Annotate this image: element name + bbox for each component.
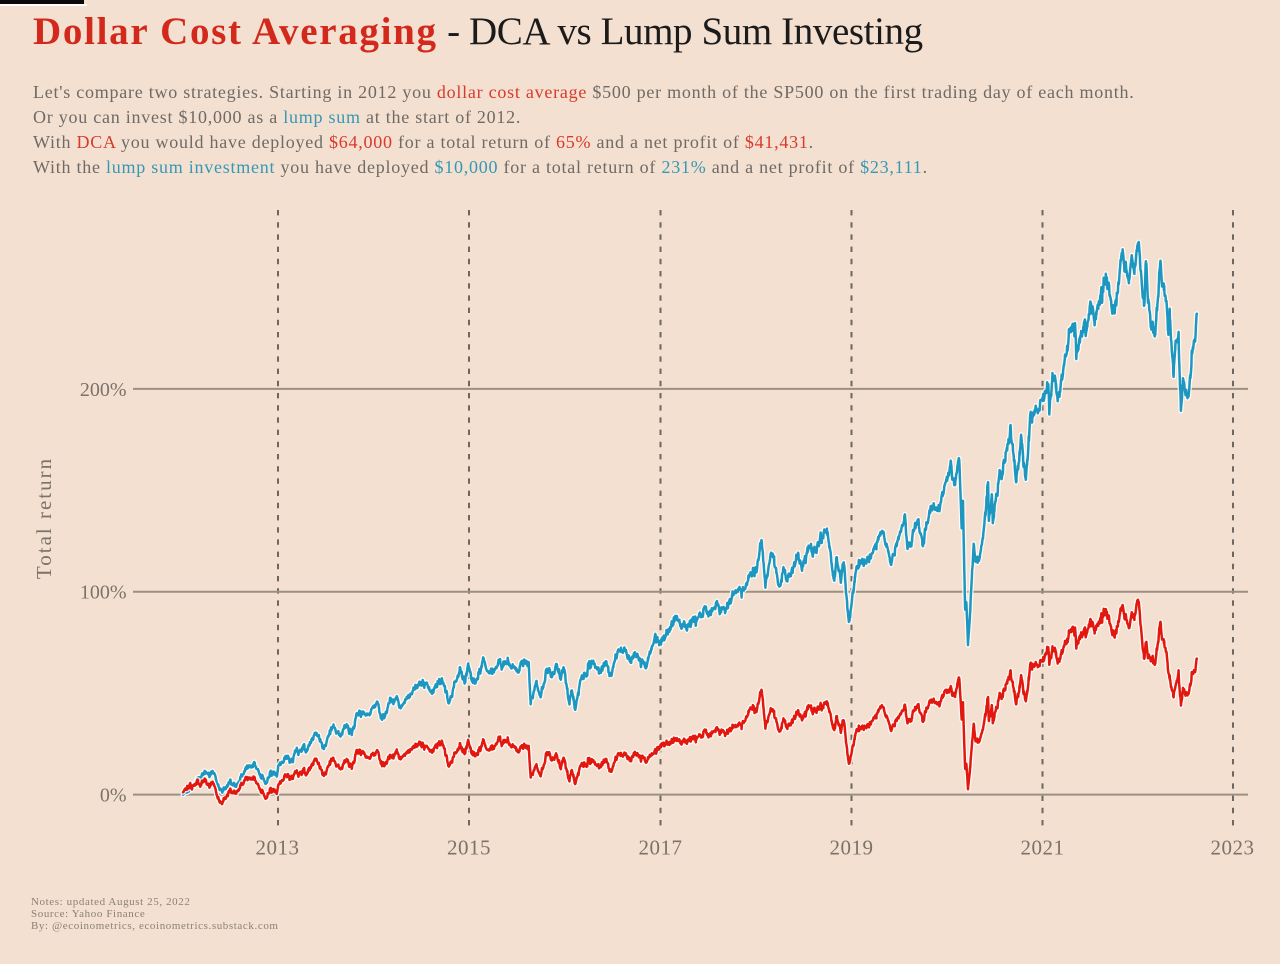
svg-text:2019: 2019	[830, 835, 874, 859]
svg-text:2021: 2021	[1021, 835, 1065, 859]
svg-text:0%: 0%	[100, 784, 127, 806]
svg-text:2013: 2013	[256, 835, 300, 859]
svg-text:2023: 2023	[1211, 835, 1255, 859]
svg-text:Total return: Total return	[32, 457, 56, 579]
svg-text:2017: 2017	[639, 835, 683, 859]
svg-text:100%: 100%	[80, 582, 127, 604]
svg-text:200%: 200%	[80, 379, 127, 401]
svg-text:2015: 2015	[447, 835, 491, 859]
